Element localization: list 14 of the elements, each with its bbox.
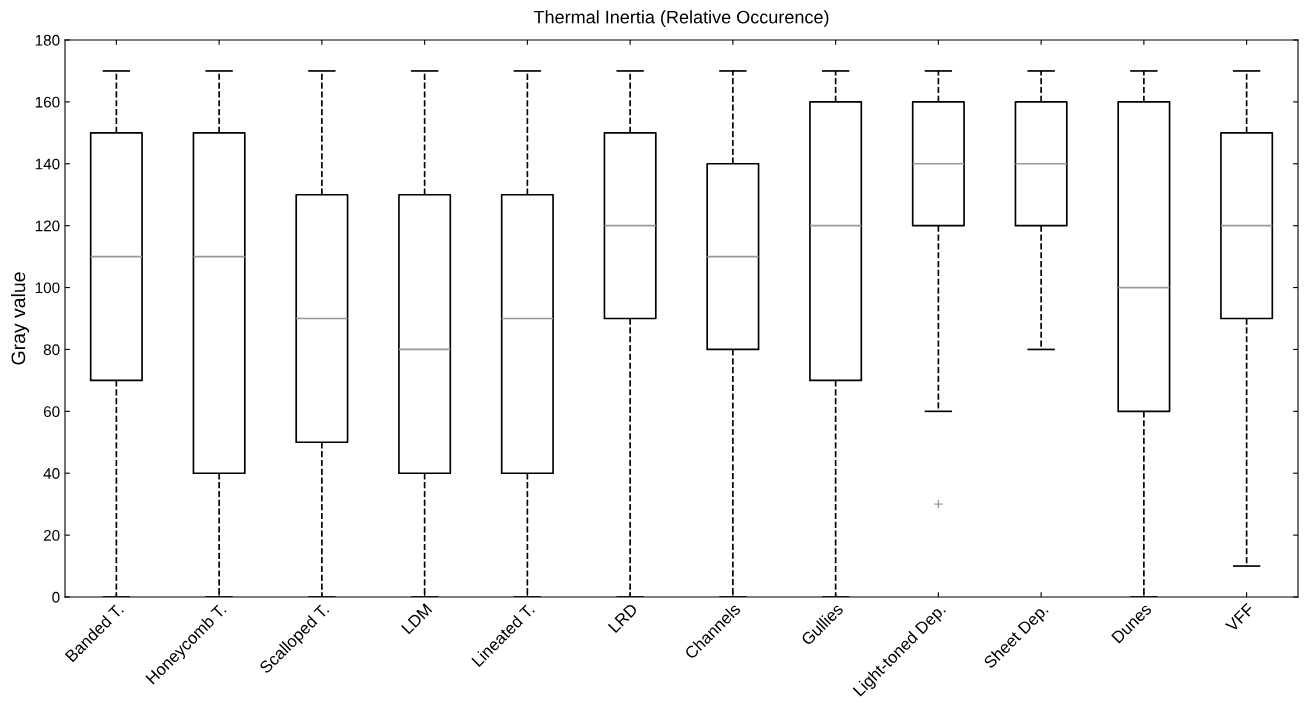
y-tick-label: 80 [43, 344, 60, 356]
y-tick-label: 180 [35, 34, 60, 46]
y-tick-label: 20 [43, 529, 60, 541]
x-tick-label: VFF [1224, 602, 1255, 633]
y-tick-label: 160 [35, 96, 60, 108]
y-tick-label: 100 [35, 282, 60, 294]
y-axis-title: Gray value [10, 272, 30, 365]
y-tick-label: 40 [43, 468, 60, 479]
y-tick-label: 120 [35, 220, 60, 232]
y-tick-label: 0 [52, 591, 60, 603]
y-tick-label: 60 [43, 406, 60, 418]
chart-title: Thermal Inertia (Relative Occurence) [533, 10, 829, 28]
y-tick-label: 140 [35, 158, 60, 170]
x-tick-label: LRD [607, 602, 639, 634]
